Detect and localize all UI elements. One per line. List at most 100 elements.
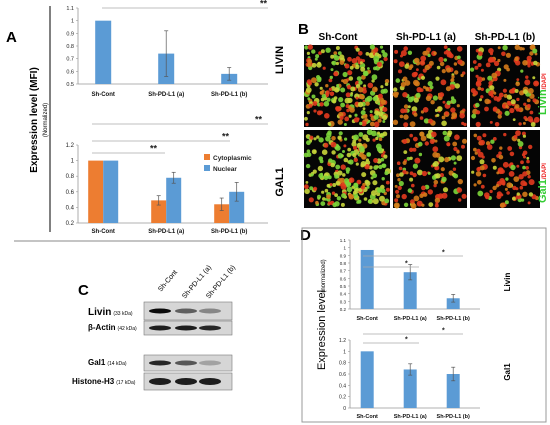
cell-dot [434,197,441,203]
cell-dot [496,171,500,175]
cell-dot [526,159,530,164]
a-livin-ytick-label: 0.7 [66,57,74,63]
cell-dot [480,95,484,99]
cell-dot [526,104,531,108]
cell-dot [314,82,319,87]
cell-dot [311,149,317,155]
cell-dot [434,139,438,143]
cell-dot [517,141,524,147]
cell-dot [372,86,378,93]
cell-dot [505,177,509,181]
cell-dot [348,194,354,200]
cell-dot [357,101,364,108]
cell-dot [481,77,486,81]
cell-dot [480,184,485,189]
cell-dot [441,120,447,127]
cell-dot [318,173,324,179]
blot-band [175,360,197,366]
cell-dot [316,194,322,199]
cell-dot [454,83,460,89]
cell-dot [479,139,485,146]
panel-c: Sh-Cont Sh-PD-L1 (a) Sh-PD-L1 (b) Livin(… [72,264,237,391]
cell-dot [476,110,481,115]
cell-dot [528,88,534,94]
cell-dot [421,185,426,191]
cell-dot [527,175,531,179]
cell-dot [484,192,490,198]
cell-dot [374,52,380,57]
chart-d-livin: 0.2 0.3 0.4 0.5 0.6 0.7 0.8 0.9 1 1.1 Sh-Cont Sh-PD… [340,238,480,322]
cell-dot [433,183,437,188]
cell-dot [453,173,459,179]
cell-dot [473,183,477,187]
cell-dot [398,166,403,171]
cell-dot [377,131,380,135]
cell-dot [495,184,500,188]
cell-dot [337,119,343,125]
cell-dot [318,137,324,143]
cell-dot [340,102,345,108]
cell-dot [369,121,375,127]
cell-dot [339,54,345,60]
cell-dot [380,85,384,89]
cell-dot [380,99,386,105]
cell-dot [345,167,351,173]
cell-dot [453,161,457,165]
cell-dot [347,147,352,152]
cell-dot [344,63,350,69]
d-gal1-bar [403,369,417,408]
cell-dot [519,185,524,190]
cell-dot [308,197,314,203]
cell-dot [473,147,477,152]
a-gal1-significance-label: ** [222,132,230,142]
d-gal1-category-label: Sh-Cont [357,414,379,420]
cell-dot [392,119,399,126]
cell-dot [442,130,448,136]
cell-dot [344,137,348,141]
cell-dot [321,93,327,99]
cell-dot [373,66,377,71]
cell-dot [522,171,528,177]
cell-dot [497,58,501,63]
a-gal1-significance-label: ** [150,144,158,154]
cell-dot [414,57,420,64]
cell-dot [527,116,533,122]
cell-dot [322,66,326,70]
cell-dot [362,113,368,119]
cell-dot [360,161,367,167]
blot-band [175,378,197,385]
cell-dot [354,64,360,70]
cell-dot [317,165,324,172]
cell-dot [424,141,429,146]
cell-dot [471,170,475,174]
cell-dot [327,121,331,126]
cell-dot [314,57,318,61]
cell-dot [525,75,529,79]
cell-dot [402,92,408,98]
cell-dot [376,192,381,197]
cell-dot [497,46,501,50]
cell-dot [498,154,504,160]
cell-dot [521,47,525,51]
cell-dot [332,99,337,104]
cell-dot [417,169,423,176]
cell-dot [333,51,338,56]
cell-dot [340,87,346,93]
cell-dot [425,95,432,102]
cell-dot [408,66,413,70]
panel-b-row1-label-main: Livin [537,89,549,115]
cell-dot [510,164,516,171]
cell-dot [403,122,409,128]
cell-dot [436,65,441,70]
cell-dot [522,191,528,197]
cell-dot [393,202,400,209]
cell-dot [380,89,386,94]
d-gal1-category-label: Sh-PD-L1 (a) [394,414,427,420]
a-livin-ytick-label: 0.6 [66,69,74,75]
cell-dot [502,45,508,51]
panel-a-livin-side-label: LIVIN [274,46,286,74]
cell-dot [442,100,446,104]
cell-dot [319,102,324,107]
cell-dot [342,71,348,78]
